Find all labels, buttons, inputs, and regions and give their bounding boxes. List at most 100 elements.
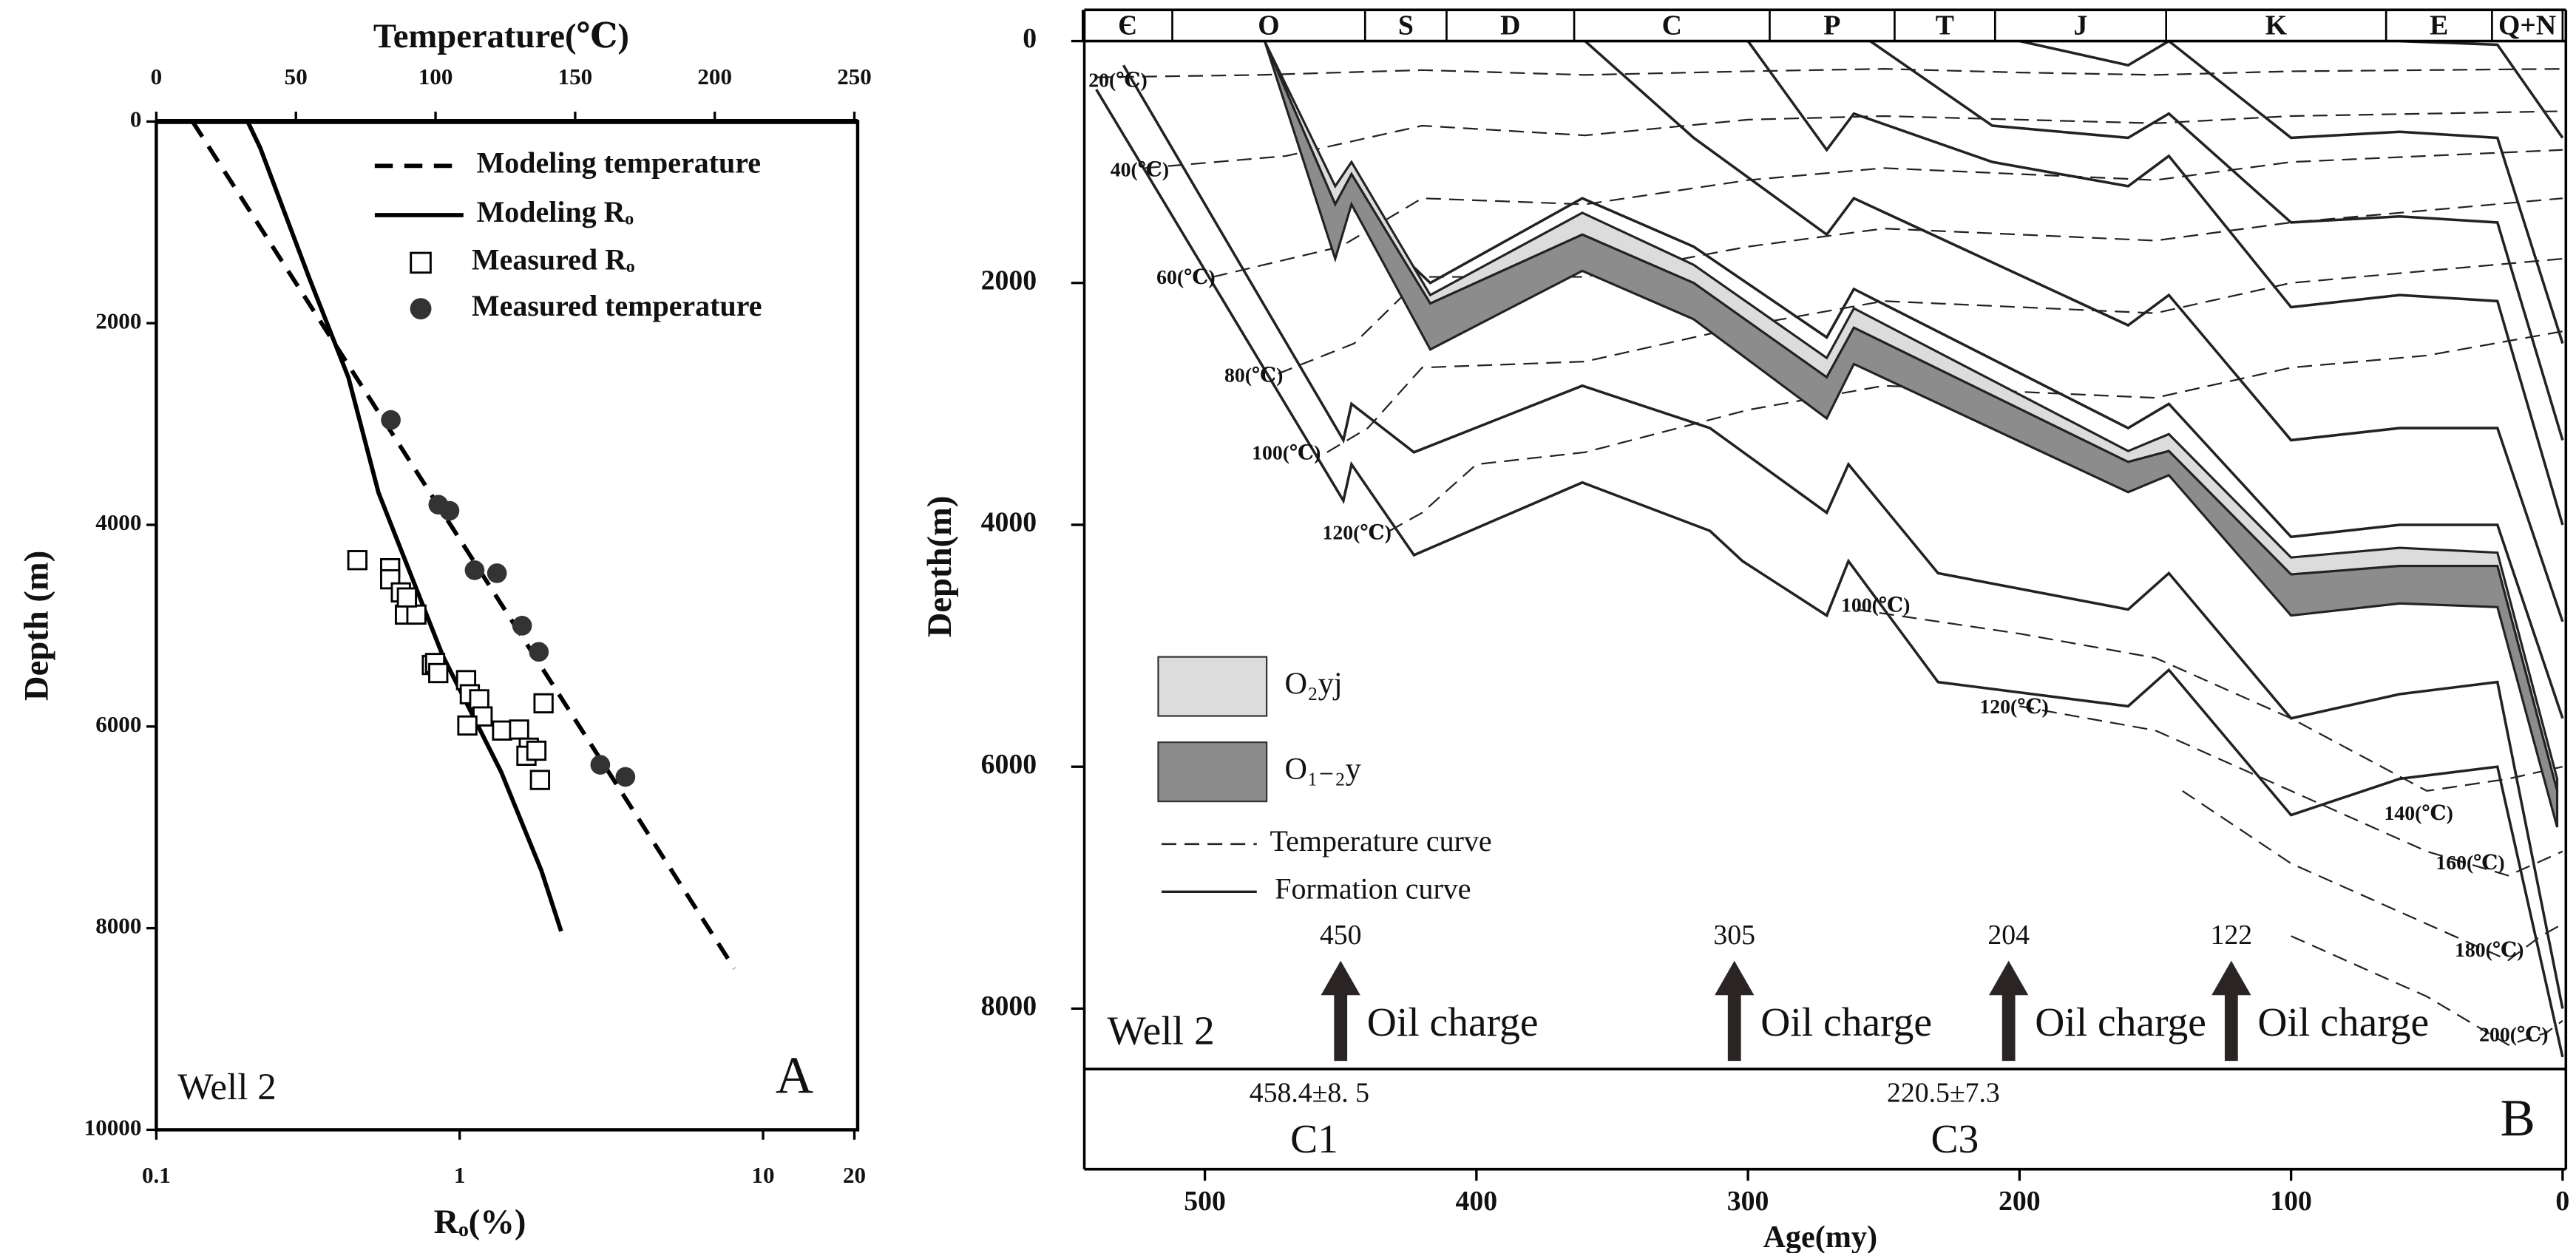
measured-point xyxy=(512,616,532,636)
legend-label: Modeling temperature xyxy=(477,146,761,180)
formation-curve xyxy=(1584,41,2564,622)
model-line xyxy=(191,120,736,970)
legend-label: Measured temperature xyxy=(472,289,762,322)
y-tick-label: 4000 xyxy=(981,507,1037,538)
measured-point xyxy=(381,410,401,430)
temperature-curve xyxy=(2291,935,2563,1046)
y-tick-label: 6000 xyxy=(981,749,1037,780)
unit-area xyxy=(1263,41,2559,828)
charge-arrow xyxy=(1321,960,1360,1062)
legend-label: Modeling Rₒ xyxy=(477,195,634,228)
measured-point xyxy=(457,715,478,736)
period-label: T xyxy=(1936,10,1954,41)
top-tick-label: 150 xyxy=(558,64,593,89)
charge-label: Oil charge xyxy=(1367,1000,1539,1045)
charge-age: 450 xyxy=(1320,920,1362,951)
isotherm-label: 20(℃) xyxy=(1088,69,1147,92)
top-tick-label: 50 xyxy=(285,64,308,89)
isotherm-label: 80(℃) xyxy=(1224,364,1283,387)
top-tick-label: 100 xyxy=(418,64,453,89)
top-axis-title: Temperature(℃) xyxy=(373,17,629,55)
well-label: Well 2 xyxy=(1108,1008,1215,1053)
formation-curve xyxy=(1869,41,2564,441)
plot-area xyxy=(1095,41,2564,1058)
x-tick-label: 500 xyxy=(1184,1186,1226,1217)
isotherm-label: 200(℃) xyxy=(2479,1023,2548,1046)
charge-label: Oil charge xyxy=(1760,1000,1932,1045)
model-line xyxy=(245,120,563,932)
measured-point xyxy=(615,767,636,787)
period-label: D xyxy=(1500,10,1520,41)
y-tick-label: 4000 xyxy=(95,509,141,535)
y-tick-label: 6000 xyxy=(95,711,141,737)
formation-curve xyxy=(2399,41,2564,139)
temperature-curve xyxy=(1389,330,2563,532)
y-axis-title: Depth (m) xyxy=(17,551,55,701)
measured-point xyxy=(526,740,547,761)
period-label: O xyxy=(1258,10,1279,41)
x-tick-label: 0 xyxy=(2555,1186,2569,1217)
legend-symbol xyxy=(410,298,432,320)
unit-area xyxy=(1263,41,2559,792)
formation-curve xyxy=(2019,41,2564,344)
x-tick-label: 1 xyxy=(454,1162,466,1188)
panel-label: A xyxy=(776,1047,813,1104)
charge-arrow xyxy=(1715,960,1755,1062)
top-tick-label: 250 xyxy=(837,64,872,89)
x-axis-title: Rₒ(%) xyxy=(434,1203,526,1241)
temperature-curve xyxy=(1278,197,2563,375)
charge-age: 122 xyxy=(2211,920,2253,951)
y-tick-label: 2000 xyxy=(981,265,1037,296)
date-name: C1 xyxy=(1290,1117,1338,1162)
legend-label: O₁₋₂y xyxy=(1285,752,1361,787)
period-label: S xyxy=(1398,10,1414,41)
isotherm-label: 40(℃) xyxy=(1111,159,1169,182)
y-axis-title: Depth(m) xyxy=(921,496,959,638)
date-name: C3 xyxy=(1931,1117,1979,1162)
measured-point xyxy=(464,560,485,580)
period-label: J xyxy=(2074,10,2088,41)
legend-symbol xyxy=(410,251,432,274)
measured-point xyxy=(347,550,367,571)
measured-point xyxy=(428,662,449,684)
legend-label: Formation curve xyxy=(1275,872,1471,905)
formation-curve xyxy=(1746,41,2564,526)
legend-label: O₂yj xyxy=(1285,666,1343,701)
temperature-curve xyxy=(1326,257,2563,453)
isotherm-label: 60(℃) xyxy=(1156,266,1215,289)
date-value: 220.5±7.3 xyxy=(1887,1077,2000,1108)
temperature-curve xyxy=(2019,705,2563,877)
x-tick-label: 200 xyxy=(1999,1186,2041,1217)
x-tick-label: 10 xyxy=(751,1162,774,1188)
formation-curve xyxy=(1095,89,2564,1058)
period-label: E xyxy=(2430,10,2448,41)
top-tick-label: 0 xyxy=(151,64,163,89)
measured-point xyxy=(469,689,489,710)
isotherm-label: 120(℃) xyxy=(1979,696,2048,719)
x-tick-label: 20 xyxy=(843,1162,866,1188)
legend-swatch xyxy=(1157,656,1268,717)
date-value: 458.4±8. 5 xyxy=(1250,1077,1369,1108)
temperature-curve xyxy=(2182,790,2563,962)
period-label: P xyxy=(1823,10,1840,41)
measured-point xyxy=(509,719,529,740)
y-tick-label: 8000 xyxy=(95,913,141,939)
measured-point xyxy=(487,563,507,583)
x-tick-label: 100 xyxy=(2270,1186,2312,1217)
temperature-curve xyxy=(1096,68,2563,78)
x-axis-title: Age(my) xyxy=(1763,1220,1877,1253)
isotherm-label: 100(℃) xyxy=(1252,441,1321,464)
isotherm-label: 120(℃) xyxy=(1323,521,1392,544)
charge-age: 305 xyxy=(1713,920,1755,951)
measured-point xyxy=(590,755,611,775)
x-tick-label: 300 xyxy=(1727,1186,1769,1217)
period-label: C xyxy=(1662,10,1682,41)
temperature-curve xyxy=(1213,149,2563,278)
y-tick-label: 0 xyxy=(1023,23,1037,54)
top-tick-label: 200 xyxy=(697,64,732,89)
measured-point xyxy=(406,604,427,625)
period-label: Є xyxy=(1118,10,1137,41)
isotherm-label: 160(℃) xyxy=(2436,852,2504,875)
